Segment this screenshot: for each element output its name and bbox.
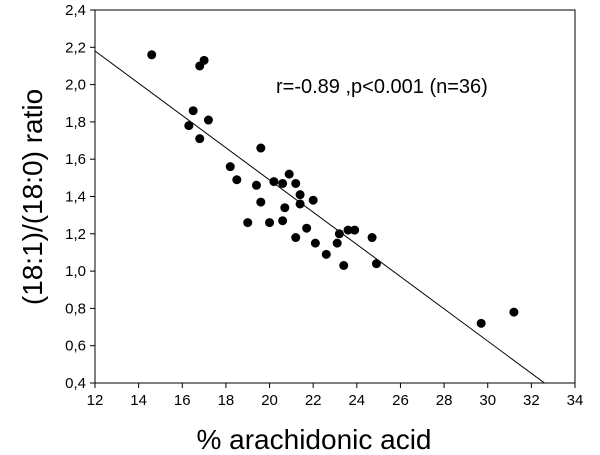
y-tick-label: 0,4: [65, 375, 86, 392]
x-axis-tick-labels: 12 14 16 18 20 22 24 26 28 30 32 34: [87, 392, 584, 409]
correlation-annotation: r=-0.89 ,p<0.001 (n=36): [276, 76, 488, 98]
x-tick-label: 18: [218, 392, 235, 409]
data-point: [339, 261, 349, 271]
data-point: [308, 195, 318, 205]
data-point: [203, 115, 213, 125]
y-tick-label: 2,4: [65, 2, 86, 19]
x-tick-label: 14: [130, 392, 147, 409]
y-tick-label: 1,4: [65, 189, 86, 206]
data-point: [265, 218, 275, 228]
x-tick-label: 16: [174, 392, 191, 409]
data-point: [278, 178, 288, 188]
data-point: [199, 55, 209, 65]
data-point: [243, 218, 253, 228]
x-tick-label: 22: [305, 392, 322, 409]
y-tick-label: 0,8: [65, 300, 86, 317]
y-tick-label: 1,2: [65, 226, 86, 243]
data-point: [295, 199, 305, 209]
data-point: [188, 106, 198, 116]
data-point: [278, 216, 288, 226]
data-point: [256, 143, 266, 153]
data-point: [147, 50, 157, 60]
y-axis-tick-labels: 0,4 0,6 0,8 1,0 1,2 1,4 1,6 1,8 2,0 2,2 2,4: [65, 2, 86, 392]
data-points: [147, 50, 519, 328]
data-point: [509, 307, 519, 317]
data-point: [280, 203, 290, 213]
data-point: [367, 233, 377, 243]
data-point: [350, 225, 360, 235]
data-point: [476, 318, 486, 328]
data-point: [184, 121, 194, 131]
x-tick-label: 30: [479, 392, 496, 409]
data-point: [334, 229, 344, 239]
y-axis-ticks: [90, 9, 95, 384]
x-tick-label: 12: [87, 392, 104, 409]
regression-line: [94, 50, 545, 384]
x-tick-label: 20: [261, 392, 278, 409]
x-tick-label: 24: [348, 392, 365, 409]
y-tick-label: 2,2: [65, 39, 86, 56]
data-point: [310, 238, 320, 248]
y-tick-label: 1,0: [65, 263, 86, 280]
data-point: [284, 169, 294, 179]
data-point: [291, 178, 301, 188]
data-point: [256, 197, 266, 207]
y-axis-title: (18:1)/(18:0) ratio: [17, 89, 48, 305]
data-point: [295, 190, 305, 200]
data-point: [343, 225, 353, 235]
x-axis-title: % arachidonic acid: [196, 424, 431, 455]
y-tick-label: 2,0: [65, 77, 86, 94]
data-point: [321, 249, 331, 259]
y-tick-label: 1,6: [65, 151, 86, 168]
data-point: [269, 177, 279, 187]
x-tick-label: 28: [436, 392, 453, 409]
x-tick-label: 32: [523, 392, 540, 409]
y-tick-label: 0,6: [65, 338, 86, 355]
plot-area-frame: [94, 9, 576, 384]
data-point: [251, 180, 261, 190]
data-point: [232, 175, 242, 185]
data-point: [332, 238, 342, 248]
x-axis-ticks: [94, 383, 576, 388]
data-point: [291, 233, 301, 243]
data-point: [195, 134, 205, 144]
x-tick-label: 26: [392, 392, 409, 409]
data-point: [225, 162, 235, 172]
data-point: [302, 223, 312, 233]
x-tick-label: 34: [567, 392, 584, 409]
y-tick-label: 1,8: [65, 114, 86, 131]
data-point: [371, 259, 381, 269]
